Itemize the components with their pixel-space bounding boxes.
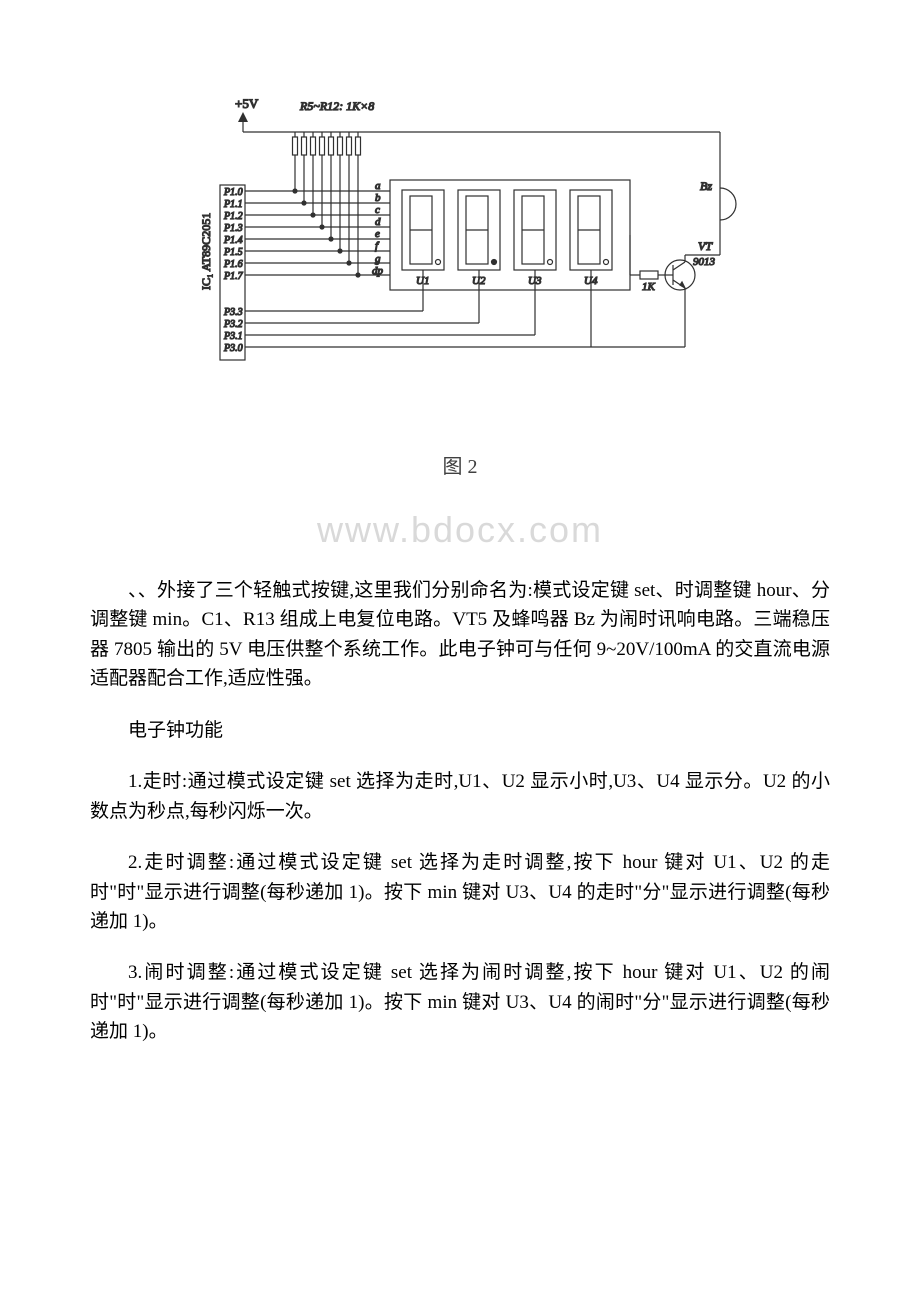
document-page: +5V R5~R12: 1K×8 (0, 0, 920, 1129)
p3-pins: P3.3 P3.2 P3.1 P3.0 (223, 307, 243, 354)
resistor-array (293, 132, 361, 167)
transistor-model: 9013 (693, 256, 716, 268)
circuit-diagram: +5V R5~R12: 1K×8 (180, 90, 740, 420)
pin-p30: P3.0 (223, 343, 243, 354)
supply-label: +5V (235, 96, 259, 111)
seg-g: g (375, 253, 381, 265)
pin-p33: P3.3 (223, 307, 243, 318)
paragraph-2: 电子钟功能 (90, 716, 830, 745)
pin-p32: P3.2 (223, 319, 243, 330)
seg-e: e (375, 228, 380, 240)
paragraph-3: 1.走时:通过模式设定键 set 选择为走时,U1、U2 显示小时,U3、U4 … (90, 767, 830, 826)
seg-c: c (375, 204, 380, 216)
pin-p13: P1.3 (223, 223, 243, 234)
figure-caption: 图 2 (90, 450, 830, 479)
seg-b: b (375, 192, 381, 204)
paragraph-5: 3.闹时调整:通过模式设定键 set 选择为闹时调整,按下 hour 键对 U1… (90, 958, 830, 1046)
segment-bus (245, 167, 390, 277)
seg-f: f (375, 240, 380, 252)
pin-p14: P1.4 (223, 235, 243, 246)
pin-p31: P3.1 (223, 331, 243, 342)
pin-p10: P1.0 (223, 187, 243, 198)
pin-p11: P1.1 (223, 199, 243, 210)
seg-d: d (375, 216, 381, 228)
seg-dp: dp (372, 265, 384, 277)
paragraph-4: 2.走时调整:通过模式设定键 set 选择为走时调整,按下 hour 键对 U1… (90, 848, 830, 936)
seg-a: a (375, 180, 381, 192)
base-resistor: 1K (630, 271, 665, 293)
paragraph-1: 、、外接了三个轻触式按键,这里我们分别命名为:模式设定键 set、时调整键 ho… (90, 576, 830, 694)
buzzer-label: Bz (700, 179, 712, 193)
buzzer: Bz (700, 179, 736, 220)
resistor-array-label: R5~R12: 1K×8 (299, 99, 374, 113)
circuit-svg: +5V R5~R12: 1K×8 (180, 90, 740, 420)
p1-pins: P1.0 P1.1 P1.2 P1.3 P1.4 P1.5 P1.6 P1.7 (223, 187, 244, 282)
pin-p12: P1.2 (223, 211, 243, 222)
transistor: VT 9013 (665, 239, 720, 347)
pin-p16: P1.6 (223, 259, 243, 270)
pin-p15: P1.5 (223, 247, 243, 258)
base-resistor-label: 1K (642, 281, 656, 293)
watermark: www.bdocx.com (90, 509, 830, 551)
ic-label: IC₁ AT89C2051 (199, 213, 213, 290)
transistor-label: VT (698, 239, 713, 253)
pin-p17: P1.7 (223, 271, 244, 282)
